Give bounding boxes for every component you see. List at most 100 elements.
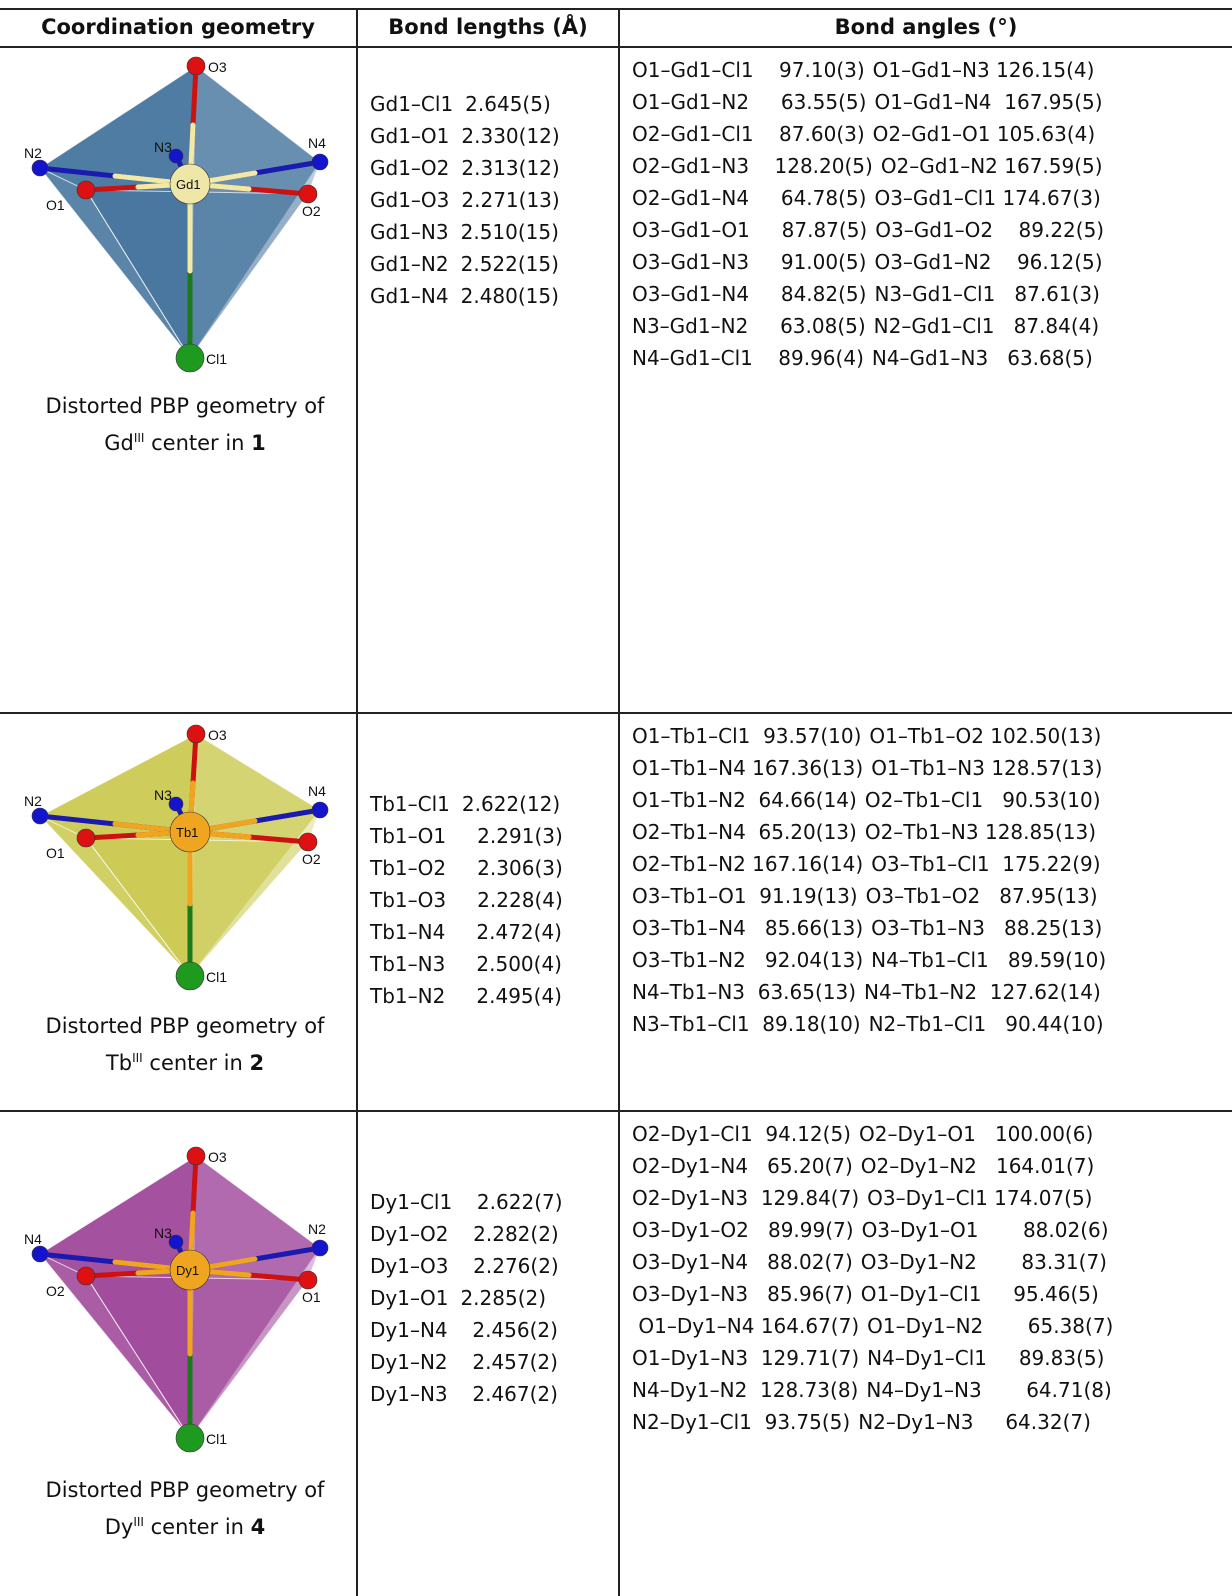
bond-length-item: Gd1–N4 2.480(15) [370, 280, 610, 312]
bond-angle-row: O1–Dy1–N4 164.67(7) O1–Dy1–N2 65.38(7) [632, 1310, 1227, 1342]
bond-label: Dy1–N3 [370, 1382, 448, 1406]
bond-angle-item: O3–Dy1–O2 89.99(7) [632, 1218, 854, 1242]
bond-angle-item: N2–Tb1–Cl1 90.44(10) [868, 1012, 1104, 1036]
bond-angle-item: O1–Tb1–Cl1 93.57(10) [632, 724, 862, 748]
caption-text: center in [143, 1515, 251, 1539]
atom-label: Cl1 [206, 1431, 227, 1447]
bond-angle-item: N2–Dy1–N3 64.32(7) [858, 1410, 1091, 1434]
bond-label: Tb1–O3 [370, 888, 447, 912]
bond-angle-item: O3–Tb1–O2 87.95(13) [865, 884, 1098, 908]
bond-angle-row: O3–Gd1–O1 87.87(5) O3–Gd1–O2 89.22(5) [632, 214, 1227, 246]
table-row: O3 Cl1 N4 N2 N3 O2 O1 Dy1 Distorted PBP geometry… [0, 1112, 1232, 1596]
bond-angle-item: O2–Tb1–N2 167.16(14) [632, 852, 864, 876]
bond-angle-item: O2–Gd1–N3 128.20(5) [632, 154, 873, 178]
bond-angle-row: O2–Dy1–N3 129.84(7) O3–Dy1–Cl1 174.07(5) [632, 1182, 1227, 1214]
bond-length-item: Tb1–N2 2.495(4) [370, 980, 610, 1012]
bond-length-item: Gd1–N3 2.510(15) [370, 216, 610, 248]
nitrogen-atom [31, 159, 49, 177]
atom-label: O3 [208, 727, 227, 743]
bond-angle-row: O3–Dy1–N3 85.96(7) O1–Dy1–Cl1 95.46(5) [632, 1278, 1227, 1310]
bond-angle-row: O1–Gd1–N2 63.55(5) O1–Gd1–N4 167.95(5) [632, 86, 1227, 118]
metal-symbol: Dy [104, 1515, 134, 1539]
bond-length-value: 2.622(7) [464, 1190, 563, 1214]
bond-length-item: Dy1–Cl1 2.622(7) [370, 1186, 610, 1218]
bond-label: Gd1–N4 [370, 284, 449, 308]
bond-angles-list: O2–Dy1–Cl1 94.12(5) O2–Dy1–O1 100.00(6) O2… [632, 1118, 1227, 1438]
chlorine-atom [175, 961, 205, 991]
bond-length-value: 2.457(2) [459, 1350, 558, 1374]
bond-angle-item: O2–Tb1–N4 65.20(13) [632, 820, 857, 844]
caption-line-1: Distorted PBP geometry of [45, 1014, 325, 1038]
bond-angle-row: O3–Gd1–N3 91.00(5) O3–Gd1–N2 96.12(5) [632, 246, 1227, 278]
oxygen-atom [298, 184, 318, 204]
bond-label: Gd1–O1 [370, 124, 450, 148]
atom-label: O2 [302, 203, 321, 219]
bond-length-item: Tb1–O3 2.228(4) [370, 884, 610, 916]
bond-angle-item: N4–Gd1–Cl1 89.96(4) [632, 346, 864, 370]
atom-label: O1 [46, 197, 65, 213]
metal-center-label: Dy1 [176, 1263, 199, 1278]
bond-length-item: Dy1–N2 2.457(2) [370, 1346, 610, 1378]
bond-angle-item: O3–Gd1–O2 89.22(5) [875, 218, 1105, 242]
bond-length-item: Tb1–O2 2.306(3) [370, 852, 610, 884]
bond-lengths-list: Tb1–Cl1 2.622(12) Tb1–O1 2.291(3) Tb1–O2 2.… [370, 788, 610, 1012]
bond-length-item: Dy1–O1 2.285(2) [370, 1282, 610, 1314]
bond-lengths-list: Gd1–Cl1 2.645(5) Gd1–O1 2.330(12) Gd1–O2 2.31… [370, 88, 610, 312]
oxygen-atom [76, 180, 96, 200]
bond-angle-row: O3–Dy1–O2 89.99(7) O3–Dy1–O1 88.02(6) [632, 1214, 1227, 1246]
bond-angle-item: O1–Tb1–N4 167.36(13) [632, 756, 864, 780]
oxygen-atom [186, 1146, 206, 1166]
bond-length-value: 2.510(15) [460, 220, 559, 244]
bond-length-item: Tb1–N4 2.472(4) [370, 916, 610, 948]
bond-length-value: 2.495(4) [457, 984, 562, 1008]
bond-angle-item: N2–Dy1–Cl1 93.75(5) [632, 1410, 851, 1434]
bond-length-value: 2.228(4) [458, 888, 563, 912]
bond-label: Gd1–N3 [370, 220, 449, 244]
bond-angle-item: O1–Dy1–N3 129.71(7) [632, 1346, 860, 1370]
oxygen-atom [298, 1270, 318, 1290]
bond-length-value: 2.467(2) [459, 1382, 558, 1406]
figure-caption: Distorted PBP geometry of TbIII center in… [0, 1010, 370, 1079]
bond-angle-item: N4–Dy1–N2 128.73(8) [632, 1378, 859, 1402]
compound-number: 1 [251, 431, 266, 455]
bond-angle-item: O3–Dy1–N3 85.96(7) [632, 1282, 853, 1306]
table-top-rule [0, 8, 1232, 10]
oxidation-state: III [132, 1051, 143, 1065]
bond-length-item: Tb1–N3 2.500(4) [370, 948, 610, 980]
atom-label: O3 [208, 59, 227, 75]
bond-label: Tb1–Cl1 [370, 792, 450, 816]
caption-line-1: Distorted PBP geometry of [45, 394, 325, 418]
bond-angle-row: O1–Tb1–Cl1 93.57(10) O1–Tb1–O2 102.50(13) [632, 720, 1227, 752]
metal-center-label: Gd1 [176, 177, 201, 192]
bond-angle-item: O2–Tb1–N3 128.85(13) [864, 820, 1097, 844]
bond-length-value: 2.500(4) [457, 952, 562, 976]
bond-label: Gd1–Cl1 [370, 92, 454, 116]
bond-label: Dy1–O1 [370, 1286, 449, 1310]
bond-length-item: Gd1–O2 2.313(12) [370, 152, 610, 184]
bond-length-item: Dy1–O3 2.276(2) [370, 1250, 610, 1282]
atom-label: O3 [208, 1149, 227, 1165]
bond-label: Tb1–N4 [370, 920, 446, 944]
bond-angles-list: O1–Gd1–Cl1 97.10(3) O1–Gd1–N3 126.15(4) O1… [632, 54, 1227, 374]
metal-symbol: Tb [105, 1051, 133, 1075]
bond-angle-item: O2–Dy1–N4 65.20(7) [632, 1154, 853, 1178]
polyhedron-face [85, 1275, 309, 1439]
bond-angle-row: N4–Gd1–Cl1 89.96(4) N4–Gd1–N3 63.68(5) [632, 342, 1227, 374]
bond-length-item: Gd1–N2 2.522(15) [370, 248, 610, 280]
bond-angle-item: O3–Dy1–Cl1 174.07(5) [867, 1186, 1093, 1210]
atom-label: N2 [24, 793, 42, 809]
bond-angle-item: N4–Tb1–Cl1 89.59(10) [871, 948, 1107, 972]
bond-length-value: 2.456(2) [459, 1318, 558, 1342]
bond-angle-item: O2–Dy1–N2 164.01(7) [860, 1154, 1095, 1178]
bond-angle-row: O3–Tb1–O1 91.19(13) O3–Tb1–O2 87.95(13) [632, 880, 1227, 912]
metal-symbol: Gd [104, 431, 134, 455]
bond-length-item: Dy1–O2 2.282(2) [370, 1218, 610, 1250]
chlorine-atom [175, 343, 205, 373]
bond-angle-item: O1–Gd1–N2 63.55(5) [632, 90, 867, 114]
bond-angle-row: O1–Tb1–N4 167.36(13) O1–Tb1–N3 128.57(13) [632, 752, 1227, 784]
bond-angle-row: N3–Gd1–N2 63.08(5) N2–Gd1–Cl1 87.84(4) [632, 310, 1227, 342]
bond-angle-item: O2–Gd1–O1 105.63(4) [872, 122, 1096, 146]
caption-text: center in [142, 1051, 250, 1075]
metal-center-label: Tb1 [176, 825, 198, 840]
bond-length-value: 2.330(12) [461, 124, 560, 148]
